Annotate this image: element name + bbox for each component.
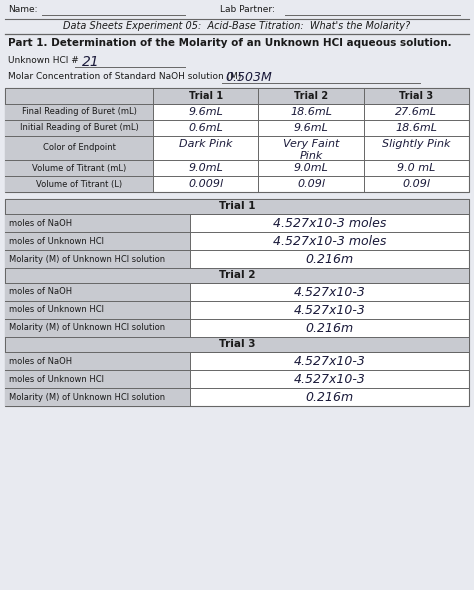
Text: Very Faint
Pink: Very Faint Pink [283, 139, 339, 160]
Text: moles of NaOH: moles of NaOH [9, 218, 72, 228]
Text: Unknown HCl #: Unknown HCl # [8, 56, 79, 65]
Text: Part 1. Determination of the Molarity of an Unknown HCl aqueous solution.: Part 1. Determination of the Molarity of… [8, 38, 452, 48]
Bar [5, 388, 190, 406]
Bar [5, 136, 153, 160]
Text: Data Sheets Experiment 05:  Acid-Base Titration:  What's the Molarity?: Data Sheets Experiment 05: Acid-Base Tit… [64, 21, 410, 31]
Text: 0.216m: 0.216m [305, 391, 354, 404]
Text: 0.216m: 0.216m [305, 322, 354, 335]
Text: 9.0mL: 9.0mL [293, 163, 328, 173]
Text: moles of Unknown HCl: moles of Unknown HCl [9, 306, 104, 314]
Text: 0.503M: 0.503M [225, 71, 272, 84]
Text: moles of NaOH: moles of NaOH [9, 287, 72, 297]
Text: Slightly Pink: Slightly Pink [382, 139, 451, 149]
Bar [5, 283, 190, 301]
Text: 21: 21 [82, 55, 100, 69]
Bar [5, 352, 190, 370]
Text: moles of Unknown HCl: moles of Unknown HCl [9, 237, 104, 245]
Bar [5, 199, 469, 406]
Text: 9.6mL: 9.6mL [188, 107, 223, 117]
Text: 0.6mL: 0.6mL [188, 123, 223, 133]
Text: Name:: Name: [8, 5, 37, 14]
Bar [5, 268, 469, 283]
Text: Trial 1: Trial 1 [219, 201, 255, 211]
Text: 9.6mL: 9.6mL [293, 123, 328, 133]
Text: Trial 3: Trial 3 [399, 91, 433, 101]
Bar [5, 120, 153, 136]
Text: 4.527x10-3: 4.527x10-3 [293, 286, 365, 299]
Bar [5, 160, 153, 176]
Text: 0.009l: 0.009l [188, 179, 223, 189]
Text: moles of NaOH: moles of NaOH [9, 356, 72, 365]
Bar [5, 337, 469, 352]
Bar [5, 232, 190, 250]
Text: Trial 2: Trial 2 [219, 270, 255, 280]
Text: Final Reading of Buret (mL): Final Reading of Buret (mL) [21, 107, 137, 116]
Text: Molarity (M) of Unknown HCl solution: Molarity (M) of Unknown HCl solution [9, 392, 165, 402]
Text: 0.216m: 0.216m [305, 253, 354, 266]
Text: Lab Partner:: Lab Partner: [220, 5, 275, 14]
Text: Trial 1: Trial 1 [189, 91, 223, 101]
Text: 0.09l: 0.09l [297, 179, 325, 189]
Bar [5, 176, 153, 192]
Text: 4.527x10-3: 4.527x10-3 [293, 373, 365, 386]
Text: Molarity (M) of Unknown HCl solution: Molarity (M) of Unknown HCl solution [9, 323, 165, 333]
Text: Volume of Titrant (mL): Volume of Titrant (mL) [32, 163, 126, 172]
Text: 9.0mL: 9.0mL [188, 163, 223, 173]
Text: 4.527x10-3: 4.527x10-3 [293, 355, 365, 368]
Text: 9.0 mL: 9.0 mL [397, 163, 436, 173]
Text: Trial 3: Trial 3 [219, 339, 255, 349]
Text: Color of Endpoint: Color of Endpoint [43, 143, 116, 152]
Bar [5, 319, 190, 337]
Text: 4.527x10-3 moles: 4.527x10-3 moles [273, 235, 386, 248]
Text: 4.527x10-3: 4.527x10-3 [293, 304, 365, 317]
Text: moles of Unknown HCl: moles of Unknown HCl [9, 375, 104, 384]
Text: Molarity (M) of Unknown HCl solution: Molarity (M) of Unknown HCl solution [9, 254, 165, 264]
Text: Dark Pink: Dark Pink [179, 139, 232, 149]
Bar [5, 250, 190, 268]
Text: 27.6mL: 27.6mL [395, 107, 438, 117]
Text: 18.6mL: 18.6mL [395, 123, 438, 133]
Text: 0.09l: 0.09l [402, 179, 430, 189]
Text: Initial Reading of Buret (mL): Initial Reading of Buret (mL) [19, 123, 138, 133]
Bar [5, 301, 190, 319]
Text: 18.6mL: 18.6mL [290, 107, 332, 117]
Text: Trial 2: Trial 2 [294, 91, 328, 101]
Text: 4.527x10-3 moles: 4.527x10-3 moles [273, 217, 386, 230]
Text: Molar Concentration of Standard NaOH solution (M): Molar Concentration of Standard NaOH sol… [8, 72, 241, 81]
Bar [5, 104, 153, 120]
Bar [5, 370, 190, 388]
Bar [5, 88, 469, 104]
Bar [5, 88, 469, 192]
Text: Volume of Titrant (L): Volume of Titrant (L) [36, 179, 122, 188]
Bar [5, 214, 190, 232]
Bar [5, 199, 469, 214]
